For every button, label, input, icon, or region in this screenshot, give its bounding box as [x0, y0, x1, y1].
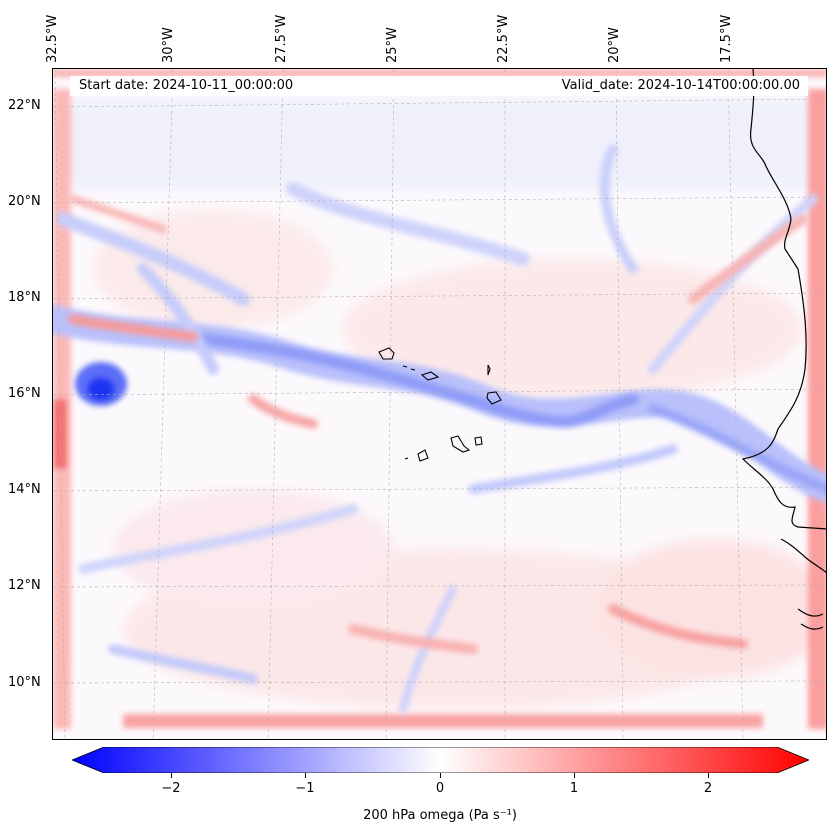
- lon-label-32-5w: 32.5°W: [45, 14, 60, 63]
- lat-label-10n: 10°N: [8, 675, 41, 690]
- colorbar-label: 200 hPa omega (Pa s⁻¹): [363, 808, 517, 823]
- lat-label-22n: 22°N: [8, 98, 41, 113]
- graticule: [53, 69, 826, 739]
- lon-label-20w: 20°W: [607, 27, 622, 63]
- colorbar-tickmark-2: [708, 773, 709, 778]
- lon-label-25w: 25°W: [385, 27, 400, 63]
- colorbar-tick-2: 2: [703, 781, 713, 796]
- lon-label-30w: 30°W: [161, 27, 176, 63]
- lat-label-18n: 18°N: [8, 290, 41, 305]
- colorbar-tick-1: 1: [569, 781, 579, 796]
- colorbar: [72, 747, 809, 773]
- lat-label-14n: 14°N: [8, 482, 41, 497]
- lat-label-20n: 20°N: [8, 194, 41, 209]
- colorbar-tick-neg1: −1: [295, 781, 315, 796]
- colorbar-tickmark-0: [440, 773, 441, 778]
- omega-field: [53, 69, 826, 739]
- map-panel[interactable]: [52, 68, 827, 740]
- lon-label-17-5w: 17.5°W: [719, 14, 734, 63]
- coastline: [741, 69, 826, 630]
- colorbar-tickmark-neg1: [305, 773, 306, 778]
- colorbar-tickmark-neg2: [171, 773, 172, 778]
- colorbar-tickmark-1: [574, 773, 575, 778]
- colorbar-tick-0: 0: [435, 781, 445, 796]
- colorbar-tick-neg2: −2: [161, 781, 181, 796]
- start-date-label: Start date: 2024-10-11_00:00:00: [79, 78, 294, 93]
- lat-label-16n: 16°N: [8, 386, 41, 401]
- cape-verde-islands: [378, 347, 502, 462]
- lon-label-22-5w: 22.5°W: [496, 14, 511, 63]
- lon-label-27-5w: 27.5°W: [274, 14, 289, 63]
- title-bar: [70, 76, 808, 96]
- lat-label-12n: 12°N: [8, 578, 41, 593]
- valid-date-label: Valid_date: 2024-10-14T00:00:00.00: [561, 78, 800, 93]
